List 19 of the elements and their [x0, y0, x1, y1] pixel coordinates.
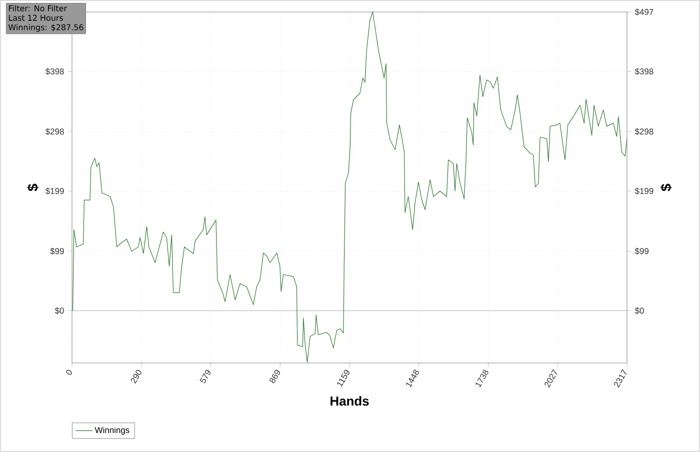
y-tick-label: $0 [54, 307, 64, 314]
y2-tick-label: $398 [634, 68, 654, 75]
y2-tick-label: $0 [634, 307, 644, 314]
y2-tick-label: $497 [634, 8, 654, 16]
y2-tick-label: $99 [634, 248, 649, 255]
y2-tick-label: $199 [634, 188, 654, 195]
x-tick-label: 579 [200, 370, 211, 384]
y-tick-label: $199 [45, 188, 64, 195]
x-axis-title: Hands [330, 396, 369, 406]
x-tick-label: 0 [66, 370, 72, 375]
y-axis-title: $ [27, 184, 39, 192]
y2-tick-label: $298 [634, 128, 654, 136]
y-tick-label: $398 [45, 68, 64, 75]
x-tick-label: 290 [130, 370, 142, 384]
y2-axis-title: $ [660, 184, 672, 192]
x-tick-label: 869 [270, 370, 280, 384]
y-tick-label: $298 [45, 128, 64, 136]
legend-label: Winnings [94, 426, 130, 435]
y-tick-label: $99 [50, 248, 64, 255]
